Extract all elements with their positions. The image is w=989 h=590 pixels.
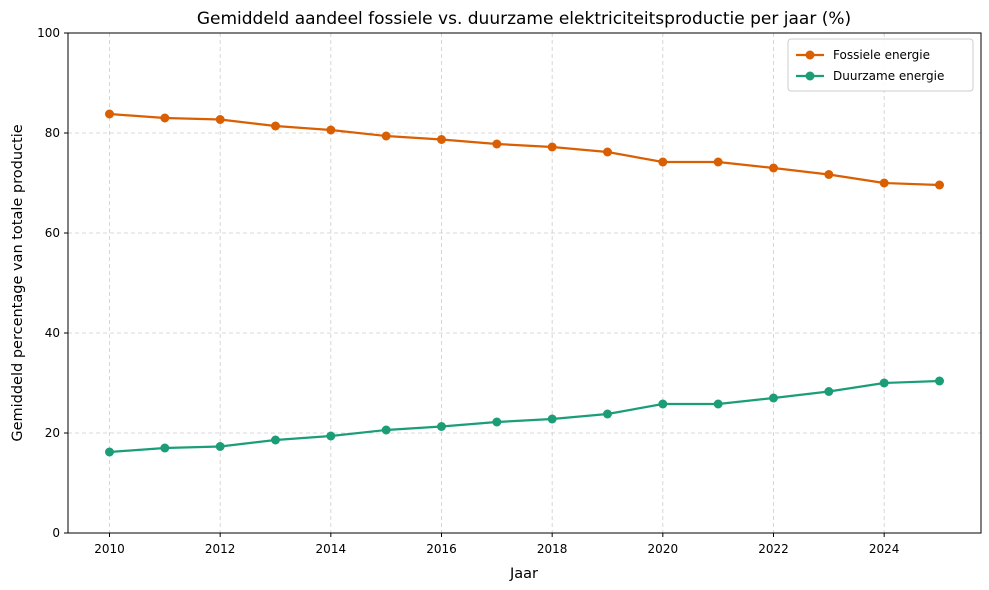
series-line-duurzame-energie	[109, 379, 940, 454]
ticks: 2010 2012 2014 2016 2018 2020 2022 2024 0 20 40 60 8…	[37, 26, 899, 556]
data-point-duurzame-energie	[879, 378, 889, 388]
data-point-duurzame-energie	[713, 399, 723, 409]
data-point-duurzame-energie	[658, 399, 668, 409]
data-point-duurzame-energie	[547, 414, 557, 424]
data-point-duurzame-energie	[492, 417, 502, 427]
x-tick-label: 2014	[316, 542, 347, 556]
data-point-duurzame-energie	[935, 376, 944, 386]
data-point-duurzame-energie	[769, 393, 778, 403]
plot-frame	[67, 32, 982, 534]
y-tick-label: 60	[45, 226, 60, 240]
legend-marker-duurzame-energie	[805, 71, 815, 81]
data-point-fossiele-energie	[326, 125, 336, 135]
data-point-fossiele-energie	[658, 157, 668, 167]
legend-label-duurzame-energie: Duurzame energie	[833, 69, 944, 83]
y-tick-label: 20	[45, 426, 60, 440]
legend-box	[787, 38, 974, 92]
x-tick-label: 2022	[758, 542, 789, 556]
data-point-fossiele-energie	[935, 180, 944, 190]
legend-label-fossiele-energie: Fossiele energie	[833, 48, 930, 62]
data-point-duurzame-energie	[603, 409, 612, 419]
x-axis-title: Jaar	[509, 566, 538, 582]
data-point-duurzame-energie	[105, 447, 114, 457]
data-point-duurzame-energie	[437, 422, 446, 431]
x-tick-label: 2010	[94, 542, 125, 556]
chart-title: Gemiddeld aandeel fossiele vs. duurzame …	[197, 9, 851, 29]
data-point-fossiele-energie	[381, 131, 391, 141]
data-point-fossiele-energie	[547, 142, 557, 152]
data-point-fossiele-energie	[879, 178, 889, 188]
data-point-fossiele-energie	[713, 157, 723, 167]
data-point-fossiele-energie	[603, 147, 612, 157]
y-tick-label: 40	[45, 326, 60, 340]
y-tick-label: 80	[45, 126, 60, 140]
data-point-duurzame-energie	[824, 387, 834, 396]
data-point-fossiele-energie	[824, 170, 834, 179]
y-tick-label: 0	[52, 526, 60, 540]
data-point-fossiele-energie	[160, 113, 170, 123]
x-tick-label: 2018	[537, 542, 568, 556]
data-point-duurzame-energie	[215, 442, 225, 451]
data-point-fossiele-energie	[271, 121, 280, 131]
x-tick-label: 2024	[869, 542, 900, 556]
y-tick-label: 100	[37, 26, 60, 40]
x-tick-label: 2020	[648, 542, 679, 556]
y-axis-title: Gemiddeld percentage van totale producti…	[10, 124, 26, 441]
data-point-fossiele-energie	[769, 163, 778, 173]
data-point-fossiele-energie	[215, 115, 225, 124]
data-point-duurzame-energie	[381, 425, 391, 435]
data-point-duurzame-energie	[160, 443, 170, 453]
data-point-fossiele-energie	[492, 139, 502, 149]
data-point-fossiele-energie	[437, 135, 446, 144]
grid	[68, 32, 981, 534]
legend-marker-fossiele-energie	[805, 50, 815, 60]
legend: Fossiele energie Duurzame energie	[787, 38, 974, 92]
data-point-duurzame-energie	[271, 435, 280, 445]
x-tick-label: 2016	[426, 542, 457, 556]
series-group	[105, 109, 944, 457]
data-point-duurzame-energie	[326, 431, 336, 441]
x-tick-label: 2012	[205, 542, 236, 556]
series-line-fossiele-energie	[109, 112, 940, 187]
data-point-fossiele-energie	[105, 109, 114, 119]
